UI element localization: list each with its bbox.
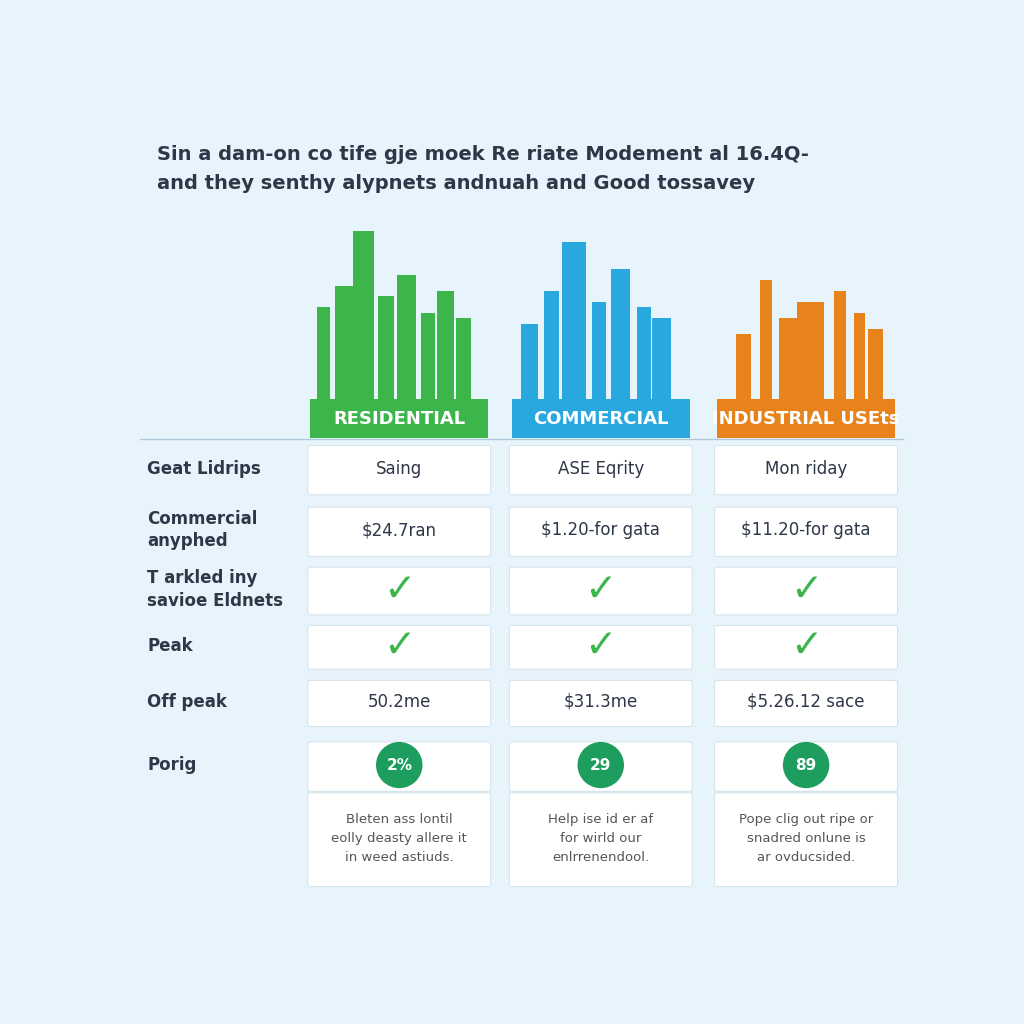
FancyBboxPatch shape	[437, 291, 454, 399]
FancyBboxPatch shape	[715, 567, 898, 614]
Text: ✓: ✓	[790, 570, 822, 608]
Text: Saing: Saing	[376, 460, 422, 477]
Text: 89: 89	[796, 758, 817, 772]
FancyBboxPatch shape	[610, 269, 630, 399]
FancyBboxPatch shape	[715, 507, 898, 556]
FancyBboxPatch shape	[509, 445, 692, 495]
FancyBboxPatch shape	[797, 302, 824, 399]
Text: RESIDENTIAL: RESIDENTIAL	[333, 410, 465, 428]
FancyBboxPatch shape	[854, 312, 865, 399]
FancyBboxPatch shape	[308, 793, 490, 887]
FancyBboxPatch shape	[715, 445, 898, 495]
FancyBboxPatch shape	[760, 281, 772, 399]
FancyBboxPatch shape	[456, 318, 471, 399]
Text: Sin a dam-on co tife gje moek Re riate Modement al 16.4Q-: Sin a dam-on co tife gje moek Re riate M…	[158, 145, 809, 164]
FancyBboxPatch shape	[308, 567, 490, 614]
FancyBboxPatch shape	[308, 742, 490, 792]
FancyBboxPatch shape	[512, 399, 690, 438]
FancyBboxPatch shape	[509, 626, 692, 670]
FancyBboxPatch shape	[562, 243, 586, 399]
Circle shape	[783, 742, 829, 788]
Text: T arkled iny
savioe Eldnets: T arkled iny savioe Eldnets	[147, 569, 284, 609]
Text: Bleten ass lontil
eolly deasty allere it
in weed astiuds.: Bleten ass lontil eolly deasty allere it…	[332, 813, 467, 863]
FancyBboxPatch shape	[308, 626, 490, 670]
Circle shape	[578, 742, 624, 788]
FancyBboxPatch shape	[509, 567, 692, 614]
FancyBboxPatch shape	[715, 793, 898, 887]
Text: Geat Lidrips: Geat Lidrips	[147, 460, 261, 477]
Text: ✓: ✓	[383, 570, 416, 608]
Text: COMMERCIAL: COMMERCIAL	[534, 410, 669, 428]
FancyBboxPatch shape	[868, 329, 884, 399]
FancyBboxPatch shape	[509, 793, 692, 887]
FancyBboxPatch shape	[521, 324, 538, 399]
Text: ASE Eqrity: ASE Eqrity	[558, 460, 644, 477]
Text: $24.7ran: $24.7ran	[361, 521, 437, 540]
Text: 2%: 2%	[386, 758, 413, 772]
Text: Help ise id er af
for wirld our
enlrrenendool.: Help ise id er af for wirld our enlrrene…	[548, 813, 653, 863]
FancyBboxPatch shape	[778, 318, 798, 399]
FancyBboxPatch shape	[308, 445, 490, 495]
Text: Off peak: Off peak	[147, 693, 227, 711]
FancyBboxPatch shape	[544, 291, 559, 399]
Text: $31.3me: $31.3me	[563, 693, 638, 711]
FancyBboxPatch shape	[715, 742, 898, 792]
Text: and they senthy alypnets andnuah and Good tossavey: and they senthy alypnets andnuah and Goo…	[158, 174, 756, 193]
FancyBboxPatch shape	[316, 307, 331, 399]
FancyBboxPatch shape	[421, 312, 435, 399]
FancyBboxPatch shape	[509, 742, 692, 792]
FancyBboxPatch shape	[835, 291, 846, 399]
FancyBboxPatch shape	[592, 302, 606, 399]
Text: Mon riday: Mon riday	[765, 460, 847, 477]
FancyBboxPatch shape	[509, 680, 692, 727]
Text: INDUSTRIAL USEts: INDUSTRIAL USEts	[713, 410, 900, 428]
Text: Peak: Peak	[147, 637, 193, 654]
Text: Porig: Porig	[147, 756, 197, 774]
FancyBboxPatch shape	[736, 335, 752, 399]
FancyBboxPatch shape	[509, 507, 692, 556]
FancyBboxPatch shape	[652, 318, 671, 399]
FancyBboxPatch shape	[308, 507, 490, 556]
FancyBboxPatch shape	[637, 307, 650, 399]
FancyBboxPatch shape	[717, 399, 895, 438]
Text: 29: 29	[590, 758, 611, 772]
Circle shape	[376, 742, 423, 788]
Text: Commercial
anyphed: Commercial anyphed	[147, 510, 258, 550]
Text: ✓: ✓	[585, 627, 617, 665]
FancyBboxPatch shape	[310, 399, 488, 438]
FancyBboxPatch shape	[396, 274, 416, 399]
FancyBboxPatch shape	[308, 680, 490, 727]
FancyBboxPatch shape	[130, 125, 920, 909]
Text: ✓: ✓	[585, 570, 617, 608]
FancyBboxPatch shape	[378, 296, 393, 399]
FancyBboxPatch shape	[336, 286, 352, 399]
Text: Pope clig out ripe or
snadred onlune is
ar ovducsided.: Pope clig out ripe or snadred onlune is …	[739, 813, 873, 863]
FancyBboxPatch shape	[715, 626, 898, 670]
Text: $11.20-for gata: $11.20-for gata	[741, 521, 870, 540]
Text: ✓: ✓	[790, 627, 822, 665]
FancyBboxPatch shape	[352, 231, 375, 399]
Text: $1.20-for gata: $1.20-for gata	[542, 521, 660, 540]
Text: $5.26.12 sace: $5.26.12 sace	[748, 693, 865, 711]
Text: ✓: ✓	[383, 627, 416, 665]
Text: 50.2me: 50.2me	[368, 693, 431, 711]
FancyBboxPatch shape	[715, 680, 898, 727]
